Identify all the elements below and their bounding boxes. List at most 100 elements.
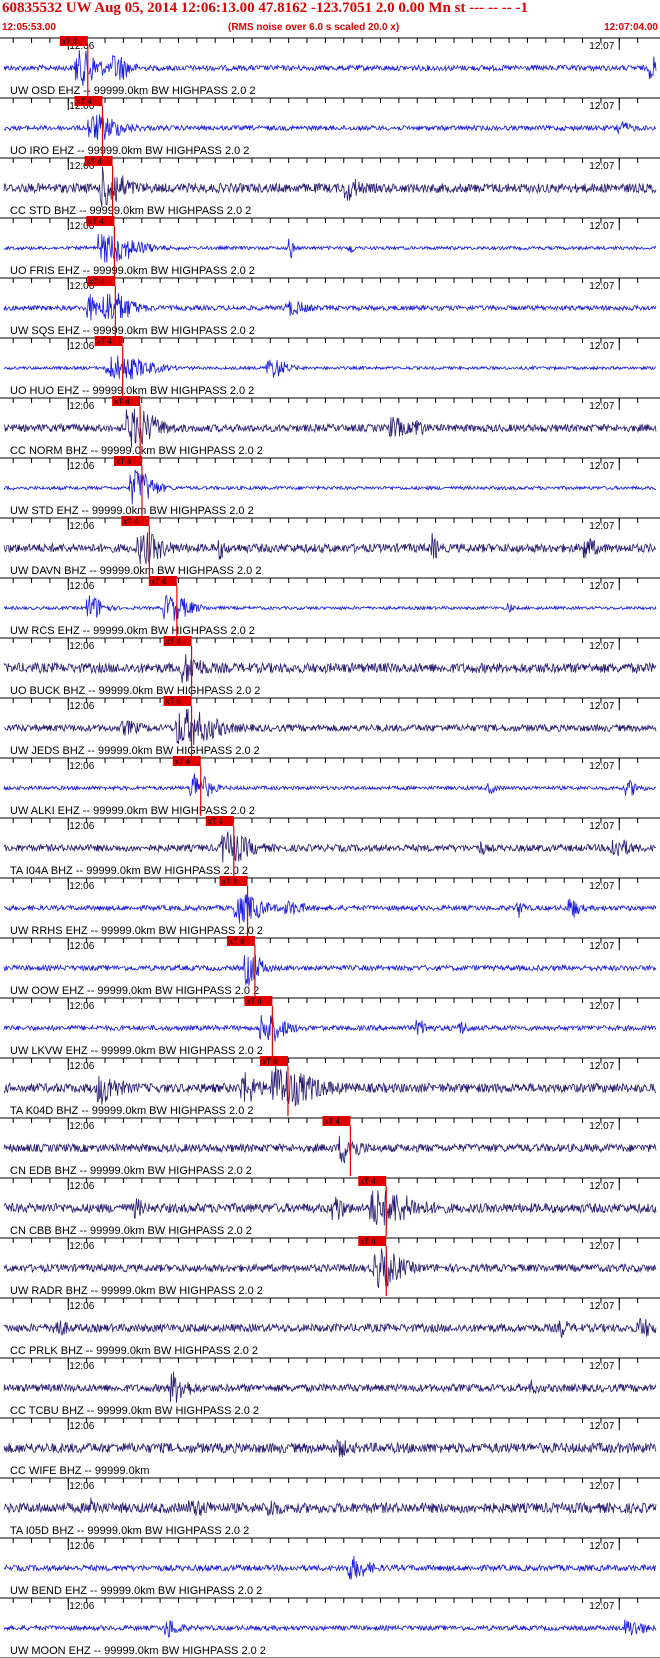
trace-label: TA I05D BHZ -- 99999.0km BW HIGHPASS 2.0… [10,1525,249,1537]
minute-label: 12:06 [69,821,94,832]
waveform [3,1189,657,1226]
trace-label: UW SQS EHZ -- 99999.0km BW HIGHPASS 2.0 … [10,325,255,337]
trace-row: 12:06 12:07 UO FRIS EHZ -- 99999.0km BW HI… [0,216,660,277]
minute-label: 12:07 [589,581,614,592]
pick-box [219,876,248,886]
trace-label: UO HUO EHZ -- 99999.0km BW HIGHPASS 2.0 … [10,385,254,397]
trace-label: UW RCS EHZ -- 99999.0km BW HIGHPASS 2.0 … [10,625,255,637]
minute-label: 12:07 [589,1241,614,1252]
pick-box [226,936,255,946]
event-title: 60835532 UW Aug 05, 2014 12:06:13.00 47.… [2,0,528,16]
minute-label: 12:06 [69,281,94,292]
trace-row: 12:06 12:07 TA I04A BHZ -- 99999.0km BW HI… [0,816,660,877]
end-time: 12:07:04.00 [604,22,658,33]
waveform [3,594,657,621]
minute-label: 12:06 [69,1241,94,1252]
trace-row: 12:06 12:07 UW JEDS BHZ -- 99999.0km BW HI… [0,696,660,757]
waveform [3,50,657,87]
pick-box [358,1236,387,1246]
pick-label: xT 4 [89,277,105,286]
minute-label: 12:06 [69,1481,94,1492]
trace-label: UW DAVN BHZ -- 99999.0km BW HIGHPASS 2.0… [10,565,261,577]
trace-label: UW RRHS EHZ -- 99999.0km BW HIGHPASS 2.0… [10,925,263,937]
pick-label: xT 4 [114,397,130,406]
trace-row: 12:06 12:07 UW OOW EHZ -- 99999.0km BW HIG… [0,936,660,997]
trace-label: UW ALKI EHZ -- 99999.0km BW HIGHPASS 2.0… [10,805,255,817]
trace-label: CC PRLK BHZ -- 99999.0km BW HIGHPASS 2.0… [10,1345,258,1357]
trace-row: 12:06 12:07 UW SQS EHZ -- 99999.0km BW HIG… [0,276,660,337]
trace-row: 12:06 12:07 TA K04D BHZ -- 99999.0km BW HI… [0,1056,660,1117]
waveform [3,1371,657,1404]
pick-label: xT 4 [166,637,182,646]
minute-label: 12:06 [69,41,94,52]
waveform [3,1555,657,1580]
minute-label: 12:07 [589,461,614,472]
minute-label: 12:06 [69,581,94,592]
trace-label: TA I04A BHZ -- 99999.0km BW HIGHPASS 2.0… [10,865,248,877]
pick-label: xT 4 [229,937,245,946]
minute-label: 12:07 [589,821,614,832]
waveform [3,773,657,798]
trace-row: 12:06 12:07 UW STD EHZ -- 99999.0km BW HIG… [0,456,660,517]
trace-label: UW MOON EHZ -- 99999.0km BW HIGHPASS 2.0… [10,1645,266,1657]
minute-label: 12:07 [589,1361,614,1372]
pick-box [94,336,123,346]
noise-note: (RMS noise over 6.0 s scaled 20.0 x) [228,22,400,33]
minute-label: 12:07 [589,881,614,892]
trace-row: 12:06 12:07 CN CBB BHZ -- 99999.0km BW HIG… [0,1176,660,1237]
waveform [3,1619,657,1638]
minute-label: 12:07 [589,1061,614,1072]
waveform [3,1248,657,1289]
minute-label: 12:07 [589,1001,614,1012]
trace-label: TA K04D BHZ -- 99999.0km BW HIGHPASS 2.0… [10,1105,254,1117]
pick-box [121,516,150,526]
pick-label: xT 4 [246,997,262,1006]
trace-row: 12:06 12:07 CC NORM BHZ -- 99999.0km BW HI… [0,396,660,457]
minute-label: 12:07 [589,521,614,532]
trace-row: 12:06 12:07 UO BUCK BHZ -- 99999.0km BW HI… [0,636,660,697]
minute-label: 12:06 [69,1121,94,1132]
seismogram-plot: 12:06 12:07 UW OSD EHZ -- 99999.0km BW HIG… [0,36,660,1658]
trace-row: 12:06 12:07 UW RADR BHZ -- 99999.0km BW HI… [0,1236,660,1297]
pick-label: xT 4 [97,337,113,346]
waveform [3,408,657,448]
start-time: 12:05:53.00 [2,22,56,33]
trace-label: UW STD EHZ -- 99999.0km BW HIGHPASS 2.0 … [10,505,254,517]
trace-row: 12:06 12:07 CC STD BHZ -- 99999.0km BW HIG… [0,156,660,217]
minute-label: 12:07 [589,701,614,712]
trace-label: UO IRO EHZ -- 99999.0km BW HIGHPASS 2.0 … [10,145,249,157]
minute-label: 12:06 [69,161,94,172]
trace-row: 12:06 12:07 UW OSD EHZ -- 99999.0km BW HIG… [0,36,660,97]
pick-box [163,636,192,646]
minute-label: 12:06 [69,941,94,952]
pick-box [322,1116,351,1126]
pick-label: xT 4 [116,457,132,466]
pick-label: xT 4 [360,1237,376,1246]
pick-label: xT 4 [62,37,78,46]
trace-label: UW BEND EHZ -- 99999.0km BW HIGHPASS 2.0… [10,1585,262,1597]
pick-label: xT 4 [151,577,167,586]
minute-label: 12:06 [69,461,94,472]
trace-row: 12:06 12:07 UW DAVN BHZ -- 99999.0km BW HI… [0,516,660,577]
minute-label: 12:07 [589,761,614,772]
minute-label: 12:07 [589,1601,614,1612]
minute-label: 12:07 [589,1181,614,1192]
waveform [3,954,657,986]
minute-label: 12:06 [69,701,94,712]
minute-label: 12:07 [589,1301,614,1312]
waveform [3,532,657,565]
waveform [3,1064,657,1107]
pick-box [113,456,142,466]
trace-label: CC WIFE BHZ -- 99999.0km [10,1465,149,1477]
pick-box [86,216,115,226]
pick-label: xT 4 [87,157,103,166]
minute-label: 12:06 [69,1061,94,1072]
waveform [3,1317,657,1339]
waveform [3,653,657,684]
pick-label: xT 4 [324,1117,340,1126]
pick-box [205,816,234,826]
pick-label: xT 4 [262,1057,278,1066]
trace-label: CN CBB BHZ -- 99999.0km BW HIGHPASS 2.0 … [10,1225,252,1237]
minute-label: 12:06 [69,881,94,892]
pick-box [84,156,113,166]
